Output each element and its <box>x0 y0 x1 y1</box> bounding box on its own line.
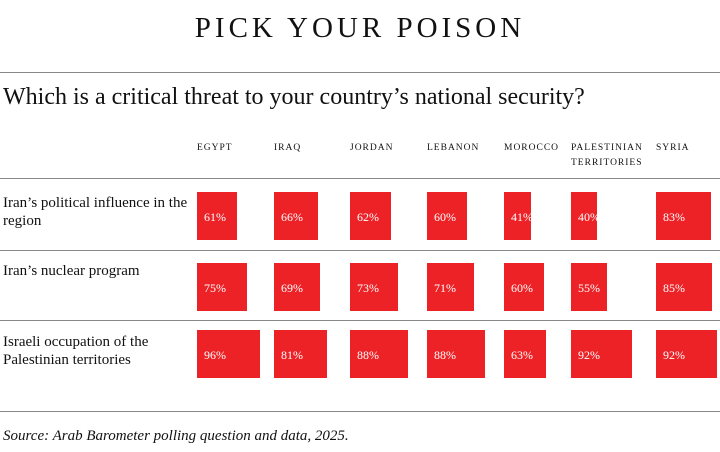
column-header: JORDAN <box>350 143 394 153</box>
value-label: 81% <box>281 348 303 362</box>
row-label: Israeli occupation of the Palestinian te… <box>3 334 149 368</box>
value-square <box>350 192 391 240</box>
value-square <box>274 263 320 311</box>
value-square <box>427 192 467 240</box>
value-square <box>274 330 328 378</box>
value-label: 73% <box>357 281 379 295</box>
value-label: 55% <box>578 281 600 295</box>
divider <box>0 72 720 73</box>
value-square <box>197 192 238 240</box>
value-label: 60% <box>434 210 456 224</box>
row-label: Iran’s nuclear program <box>3 263 140 279</box>
value-label: 96% <box>204 348 226 362</box>
value-square <box>571 330 632 378</box>
column-header: PALESTINIAN TERRITORIES <box>571 143 643 168</box>
value-square <box>197 263 247 311</box>
value-square <box>427 263 474 311</box>
value-label: 61% <box>204 210 226 224</box>
column-header: MOROCCO <box>504 143 560 153</box>
value-label: 62% <box>357 210 379 224</box>
value-label: 83% <box>663 210 685 224</box>
value-square <box>274 192 318 240</box>
value-square <box>504 263 544 311</box>
column-header: IRAQ <box>274 143 302 153</box>
value-square <box>427 330 486 378</box>
value-label: 71% <box>434 281 456 295</box>
value-label: 85% <box>663 281 685 295</box>
value-label: 40% <box>578 210 600 224</box>
value-label: 92% <box>663 348 685 362</box>
value-square <box>504 192 532 240</box>
source-note: Source: Arab Barometer polling question … <box>3 428 349 444</box>
column-header: LEBANON <box>427 143 480 153</box>
value-square <box>656 330 717 378</box>
value-label: 60% <box>511 281 533 295</box>
row-divider <box>0 178 720 179</box>
value-label: 63% <box>511 348 533 362</box>
value-label: 88% <box>434 348 456 362</box>
value-label: 69% <box>281 281 303 295</box>
column-header: SYRIA <box>656 143 690 153</box>
row-divider <box>0 250 720 251</box>
value-square <box>656 263 713 311</box>
value-label: 92% <box>578 348 600 362</box>
chart-title: PICK YOUR POISON <box>194 12 526 44</box>
value-label: 75% <box>204 281 226 295</box>
value-square <box>504 330 546 378</box>
value-label: 41% <box>511 210 533 224</box>
chart-subtitle: Which is a critical threat to your count… <box>3 84 585 110</box>
row-divider <box>0 320 720 321</box>
row-label: Iran’s political influence in the region <box>3 195 188 229</box>
value-square <box>197 330 261 378</box>
value-label: 88% <box>357 348 379 362</box>
value-square <box>571 192 598 240</box>
value-square <box>571 263 608 311</box>
value-label: 66% <box>281 210 303 224</box>
row-divider <box>0 411 720 412</box>
column-header: EGYPT <box>197 143 233 153</box>
value-square <box>656 192 711 240</box>
value-square <box>350 330 409 378</box>
value-square <box>350 263 399 311</box>
